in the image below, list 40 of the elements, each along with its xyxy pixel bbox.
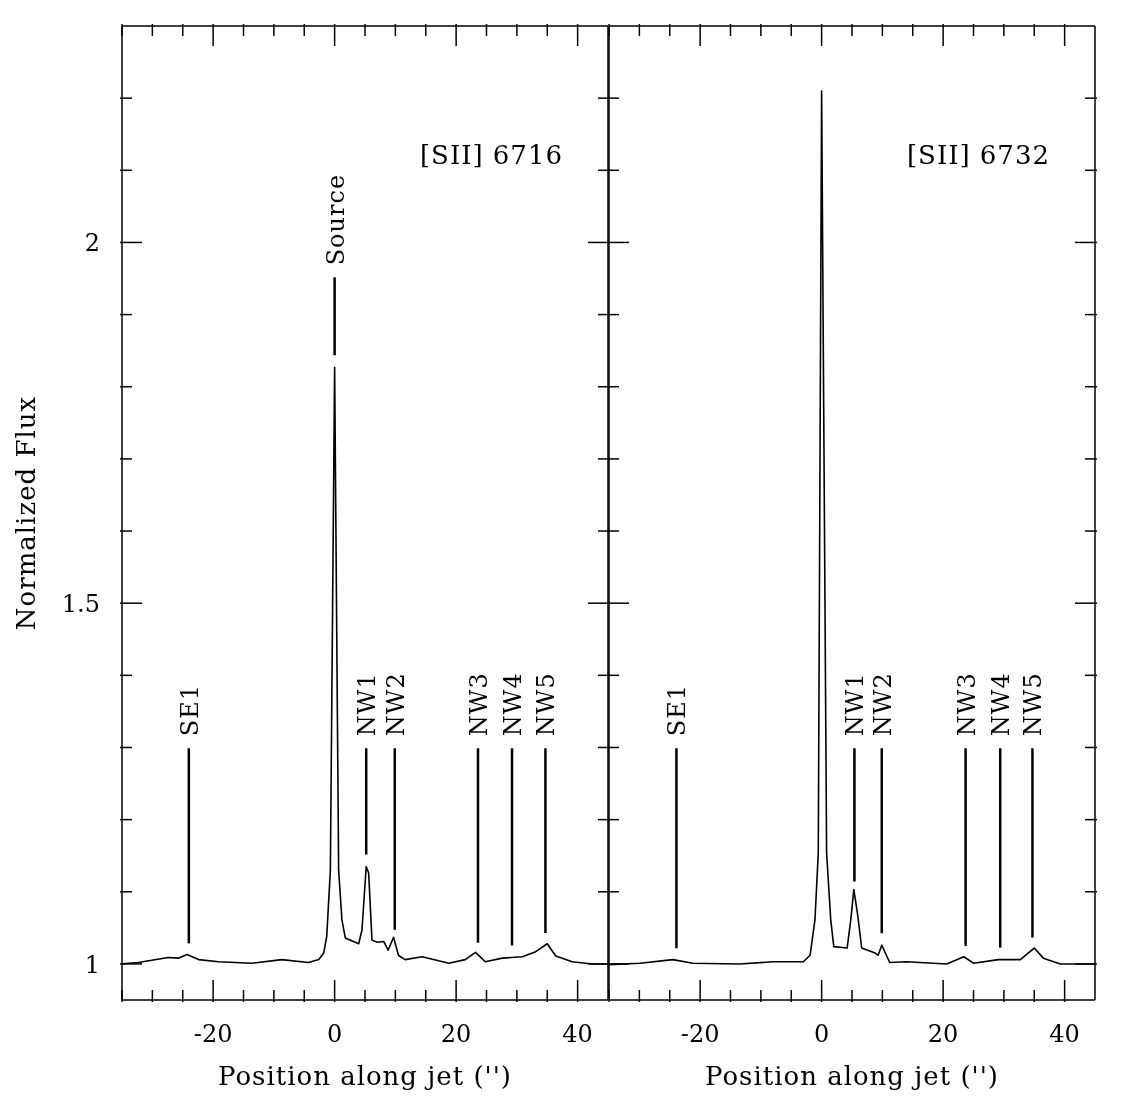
axis-tick: 20 bbox=[440, 979, 472, 1048]
text: [SII] 6716 bbox=[418, 140, 563, 170]
x-tick-label: -20 bbox=[680, 1020, 720, 1048]
ref-line-label: NW5 bbox=[532, 672, 561, 737]
ref-line-label: NW3 bbox=[952, 672, 981, 737]
axis-tick: 1.5 bbox=[61, 590, 143, 619]
axis-tick: 20 bbox=[927, 979, 959, 1048]
x-tick-label: 20 bbox=[927, 1020, 959, 1048]
ref-line-label: NW2 bbox=[868, 672, 897, 737]
x-tick-label: -20 bbox=[193, 1020, 233, 1048]
y-tick-label: 1.5 bbox=[61, 590, 100, 619]
text: [SII] 6732 bbox=[905, 140, 1050, 170]
ref-line-label: NW4 bbox=[987, 672, 1016, 737]
axis-tick: -20 bbox=[193, 979, 233, 1048]
x-axis-title: Position along jet ('') bbox=[704, 1061, 1000, 1091]
x-tick-label: 0 bbox=[813, 1020, 830, 1048]
axis-tick: -20 bbox=[680, 979, 720, 1048]
x-tick-label: 0 bbox=[326, 1020, 343, 1048]
x-tick-label: 40 bbox=[1049, 1020, 1080, 1048]
ref-line-label: NW4 bbox=[499, 672, 528, 737]
axis-tick: 2 bbox=[84, 229, 143, 258]
ref-line-label: NW2 bbox=[381, 672, 410, 737]
ref-line-label: SE1 bbox=[175, 684, 204, 737]
ref-line-label: NW1 bbox=[353, 672, 382, 737]
axis-tick: 0 bbox=[814, 979, 830, 1048]
ref-line-label: NW5 bbox=[1019, 672, 1048, 737]
x-tick-label: 20 bbox=[440, 1020, 472, 1048]
ref-line-label: NW3 bbox=[464, 672, 493, 737]
ref-line-label: Source bbox=[321, 173, 350, 266]
ref-line-label: SE1 bbox=[663, 684, 692, 737]
axis-tick: 40 bbox=[562, 979, 593, 1048]
y-tick-label: 2 bbox=[84, 229, 100, 258]
axis-tick: 1 bbox=[84, 950, 143, 979]
y-tick-label: 1 bbox=[84, 950, 100, 979]
x-tick-label: 40 bbox=[562, 1020, 593, 1048]
axis-tick: 0 bbox=[327, 979, 343, 1048]
y-axis-title: Normalized Flux bbox=[11, 395, 42, 631]
x-axis-title: Position along jet ('') bbox=[217, 1061, 513, 1091]
axis-tick: 40 bbox=[1049, 979, 1080, 1048]
ref-line-label: NW1 bbox=[841, 672, 870, 737]
